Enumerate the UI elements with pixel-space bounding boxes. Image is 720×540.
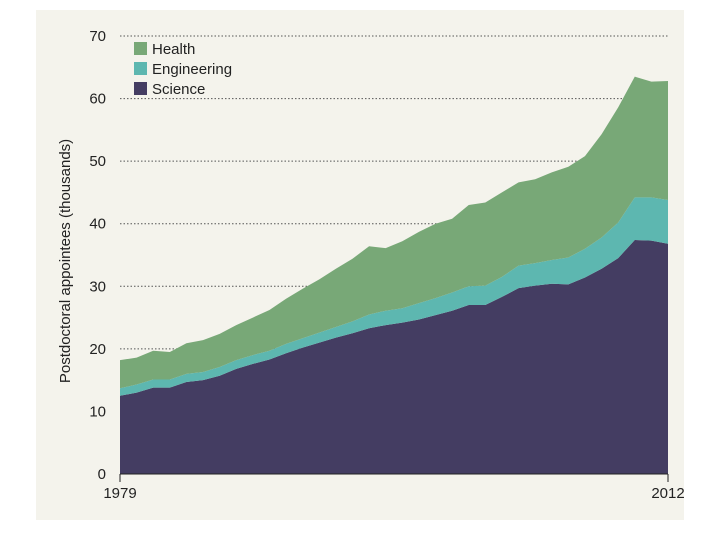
x-tick-label: 1979 — [103, 485, 136, 502]
legend-swatch-engineering — [134, 62, 147, 75]
y-tick-label: 10 — [89, 403, 106, 420]
area-science — [120, 239, 668, 474]
y-tick-label: 70 — [89, 28, 106, 45]
legend-label-engineering: Engineering — [152, 61, 232, 78]
y-tick-label: 30 — [89, 278, 106, 295]
y-tick-label: 20 — [89, 341, 106, 358]
area-health — [120, 76, 668, 389]
y-tick-label: 40 — [89, 216, 106, 233]
x-tick-label: 2012 — [651, 485, 684, 502]
legend-label-science: Science — [152, 81, 205, 98]
y-axis-title: Postdoctoral appointees (thousands) — [57, 139, 74, 383]
legend-label-health: Health — [152, 41, 195, 58]
legend: Health Engineering Science — [134, 41, 232, 98]
legend-swatch-health — [134, 42, 147, 55]
axes: Postdoctoral appointees (thousands) 0 10 2… — [57, 28, 684, 502]
stacked-area-chart: Postdoctoral appointees (thousands) 0 10 2… — [57, 28, 684, 502]
area-series — [120, 76, 668, 474]
chart-panel: Postdoctoral appointees (thousands) 0 10 2… — [36, 10, 684, 520]
legend-swatch-science — [134, 82, 147, 95]
y-tick-label: 0 — [98, 466, 106, 483]
y-tick-label: 50 — [89, 153, 106, 170]
y-tick-label: 60 — [89, 91, 106, 108]
